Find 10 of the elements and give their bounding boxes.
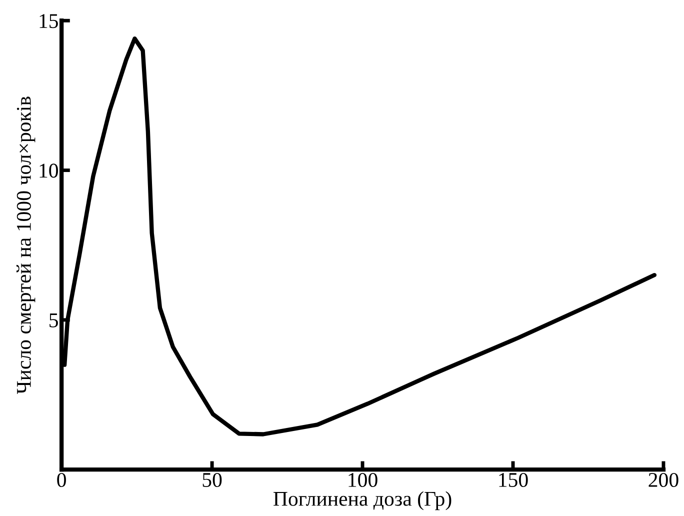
x-axis-title: Поглинена доза (Гр) [274,491,452,510]
x-tick-label: 100 [348,472,378,487]
x-tick-label: 0 [57,472,66,487]
y-tick-label: 10 [40,164,58,178]
y-tick-label: 15 [40,14,58,28]
x-tick-label: 200 [648,472,678,487]
x-tick-label: 50 [202,472,222,487]
y-tick-label: 5 [50,314,58,328]
y-axis-title: Число смертей на 1000 чол×років [16,96,36,394]
x-tick-label: 150 [499,472,528,487]
